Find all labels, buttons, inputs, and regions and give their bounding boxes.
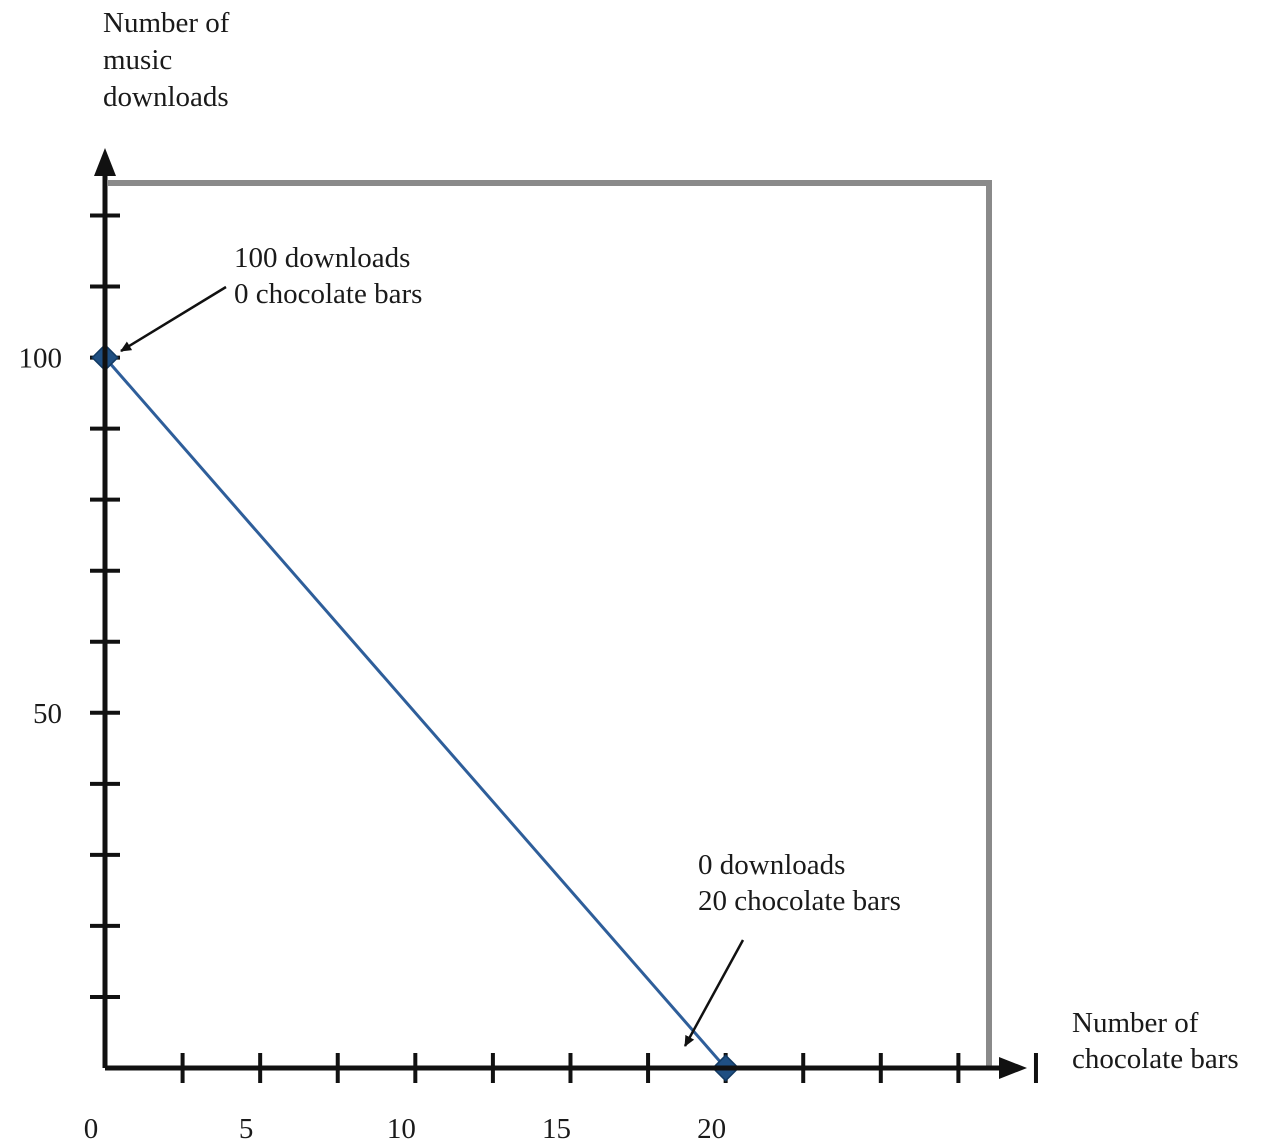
y-axis-title: Number of music downloads — [103, 7, 230, 113]
y-axis-title-line: downloads — [103, 81, 229, 113]
y-tick-label: 100 — [19, 343, 63, 375]
y-tick-label: 50 — [33, 698, 62, 730]
x-axis-arrowhead — [999, 1057, 1027, 1079]
plot-panel — [108, 180, 992, 1068]
x-tick-label: 20 — [697, 1113, 726, 1142]
annotation-text-line: 100 downloads — [234, 242, 410, 274]
x-tick-label: 5 — [239, 1113, 254, 1142]
panel-background — [108, 186, 986, 1068]
annotation-arrow — [683, 939, 745, 1047]
annotation-text-line: 20 chocolate bars — [698, 885, 901, 917]
panel-shadow-right — [984, 180, 992, 1068]
annotation-layer: 100 downloads 0 chocolate bars 0 downloads… — [120, 242, 901, 1047]
panel-shadow-top — [108, 180, 990, 188]
y-axis-arrowhead — [94, 148, 116, 176]
annotation-text: 0 downloads 20 chocolate bars — [698, 849, 901, 917]
x-tick-label: 15 — [542, 1113, 571, 1142]
x-axis-title-line: Number of — [1072, 1007, 1199, 1039]
x-axis-title-line: chocolate bars — [1072, 1043, 1239, 1075]
x-tick-label: 0 — [84, 1113, 99, 1142]
x-tick-label: 10 — [387, 1113, 416, 1142]
x-axis-title: Number of chocolate bars — [1072, 1007, 1239, 1075]
annotation-text-line: 0 chocolate bars — [234, 278, 422, 310]
annotation-text: 100 downloads 0 chocolate bars — [234, 242, 422, 310]
series-line — [103, 356, 727, 1069]
y-axis-title-line: music — [103, 44, 172, 76]
annotation-arrow — [120, 285, 227, 353]
annotation-text-line: 0 downloads — [698, 849, 845, 881]
y-axis-title-line: Number of — [103, 7, 230, 39]
